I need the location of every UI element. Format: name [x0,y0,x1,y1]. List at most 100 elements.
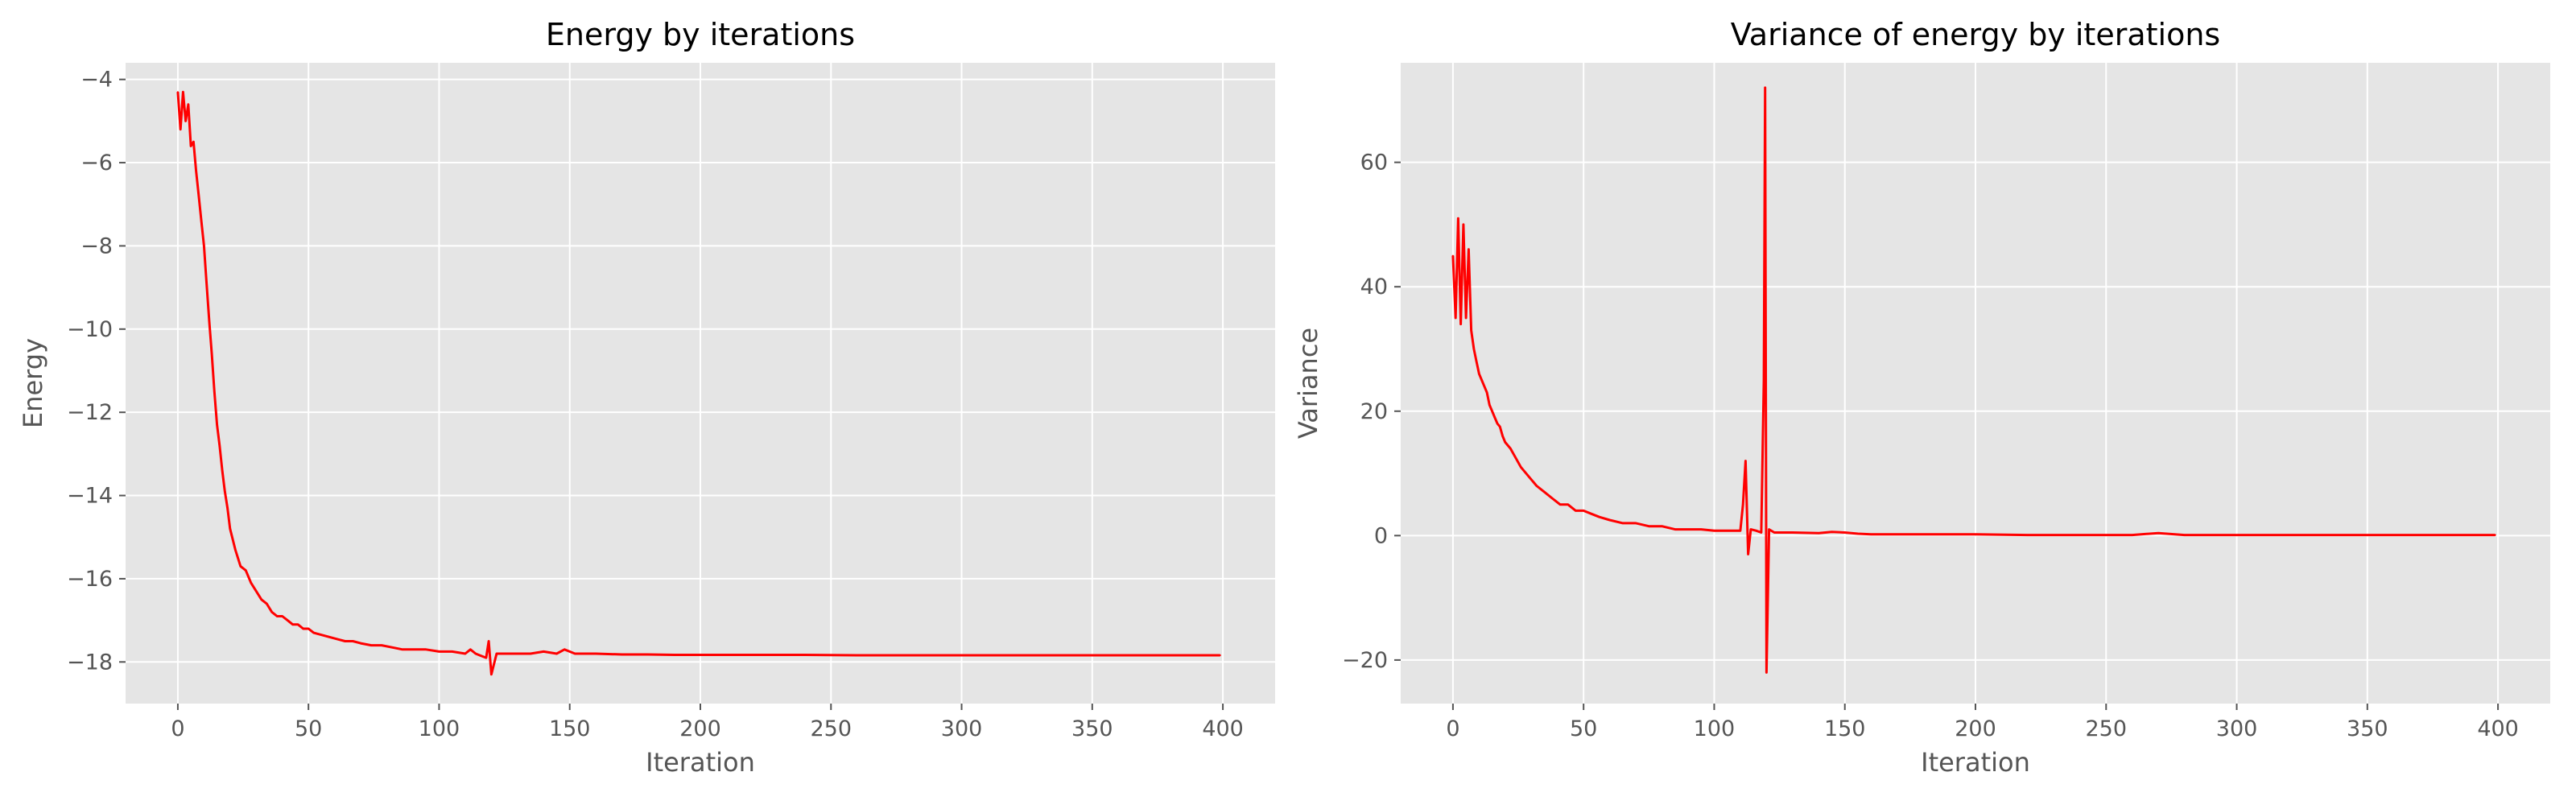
energy-data-point [352,640,354,642]
energy-data-point [1117,654,1120,656]
energy-data-point [451,650,453,653]
energy-data-point [297,623,299,625]
variance-data-point [1648,525,1650,527]
energy-data-point [218,444,221,447]
variance-data-point [1520,466,1522,469]
energy-data-point [1065,654,1067,656]
variance-data-point [1818,532,1820,535]
energy-data-point [402,648,403,650]
variance-data-point [1551,497,1554,499]
energy-data-point [803,654,806,656]
energy-data-point [488,640,490,642]
energy-data-point [287,619,289,621]
energy-data-point [192,141,195,143]
variance-data-point [2445,534,2447,536]
energy-data-point [564,648,566,650]
energy-data-point [266,602,268,605]
variance-data-point [1491,410,1493,412]
energy-data-point [229,527,231,530]
energy-data-point [281,615,283,617]
variance-y-tick-label: 20 [1360,399,1388,424]
energy-data-point [260,598,262,601]
variance-data-point [1768,528,1770,530]
variance-data-point [1499,426,1501,428]
energy-y-tick-label: −4 [80,68,113,93]
variance-x-axis-label: Iteration [1921,747,2030,778]
energy-data-point [182,91,184,93]
variance-data-point [1455,316,1457,319]
energy-y-tick-label: −16 [67,567,113,592]
energy-x-tick-label: 150 [549,716,591,741]
variance-x-tick-label: 200 [1955,716,1996,741]
energy-x-tick-label: 200 [679,716,721,741]
energy-y-tick-label: −6 [80,151,113,175]
variance-data-point [1773,531,1776,534]
energy-data-point [370,644,373,646]
variance-data-point [1726,530,1728,532]
variance-data-point [1483,385,1485,387]
energy-data-point [184,120,187,122]
variance-x-tick-label: 350 [2347,716,2388,741]
variance-data-point [1831,530,1833,533]
variance-data-point [2340,534,2343,536]
energy-y-tick-label: −18 [67,650,113,675]
energy-data-point [250,582,252,584]
variance-data-point [1687,528,1689,530]
energy-x-tick-label: 0 [171,716,184,741]
energy-data-point [255,590,258,592]
energy-data-point [751,654,753,656]
energy-x-tick-label: 350 [1071,716,1113,741]
energy-data-point [568,650,571,653]
energy-data-point [195,170,197,172]
variance-data-point [1530,478,1533,481]
variance-series-line [1451,86,2496,674]
energy-data-point [312,632,315,634]
energy-data-point [438,650,440,653]
energy-data-point [960,654,963,656]
energy-data-point [464,653,466,654]
energy-data-point [530,653,531,654]
variance-data-point [2494,534,2496,536]
variance-data-point [1635,522,1637,524]
energy-data-point [856,654,858,656]
energy-data-point [412,648,414,650]
energy-data-point [495,653,497,654]
energy-data-point [1170,654,1172,656]
energy-data-point [197,195,200,197]
variance-data-point [1470,329,1472,332]
variance-x-tick-label: 250 [2085,716,2127,741]
variance-data-point [1749,528,1752,530]
variance-data-point [2026,534,2029,536]
variance-data-point [1674,528,1676,530]
variance-data-point [1496,423,1499,425]
energy-data-point [224,490,226,493]
energy-data-point [239,565,242,568]
variance-data-point [1713,530,1715,532]
variance-data-point [1459,323,1462,325]
variance-data-point [1488,404,1491,406]
variance-data-point [1504,441,1506,444]
variance-data-point [1486,391,1488,394]
variance-data-point [1501,435,1504,437]
variance-data-point [2079,534,2081,536]
energy-y-tick-label: −14 [67,484,113,509]
variance-data-point [1514,456,1517,459]
variance-x-tick-label: 0 [1446,716,1459,741]
energy-data-point [469,648,472,650]
variance-data-point [1480,379,1483,382]
energy-data-point [208,320,210,322]
energy-data-point [176,91,179,93]
variance-data-point [1608,519,1611,521]
variance-data-point [1583,510,1585,512]
energy-chart: 0 50 100 150 200 250 300 350 400 −18 −16 −14 −12 −10 −… [18,17,1275,778]
energy-data-point [234,548,237,551]
energy-data-point [328,636,331,638]
variance-data-point [1857,533,1859,535]
energy-data-point [211,353,213,355]
energy-data-point [190,145,192,147]
variance-data-point [1661,525,1663,527]
energy-y-tick-label: −8 [80,233,113,258]
energy-y-axis-label: Energy [18,338,48,428]
variance-data-point [1525,473,1527,475]
